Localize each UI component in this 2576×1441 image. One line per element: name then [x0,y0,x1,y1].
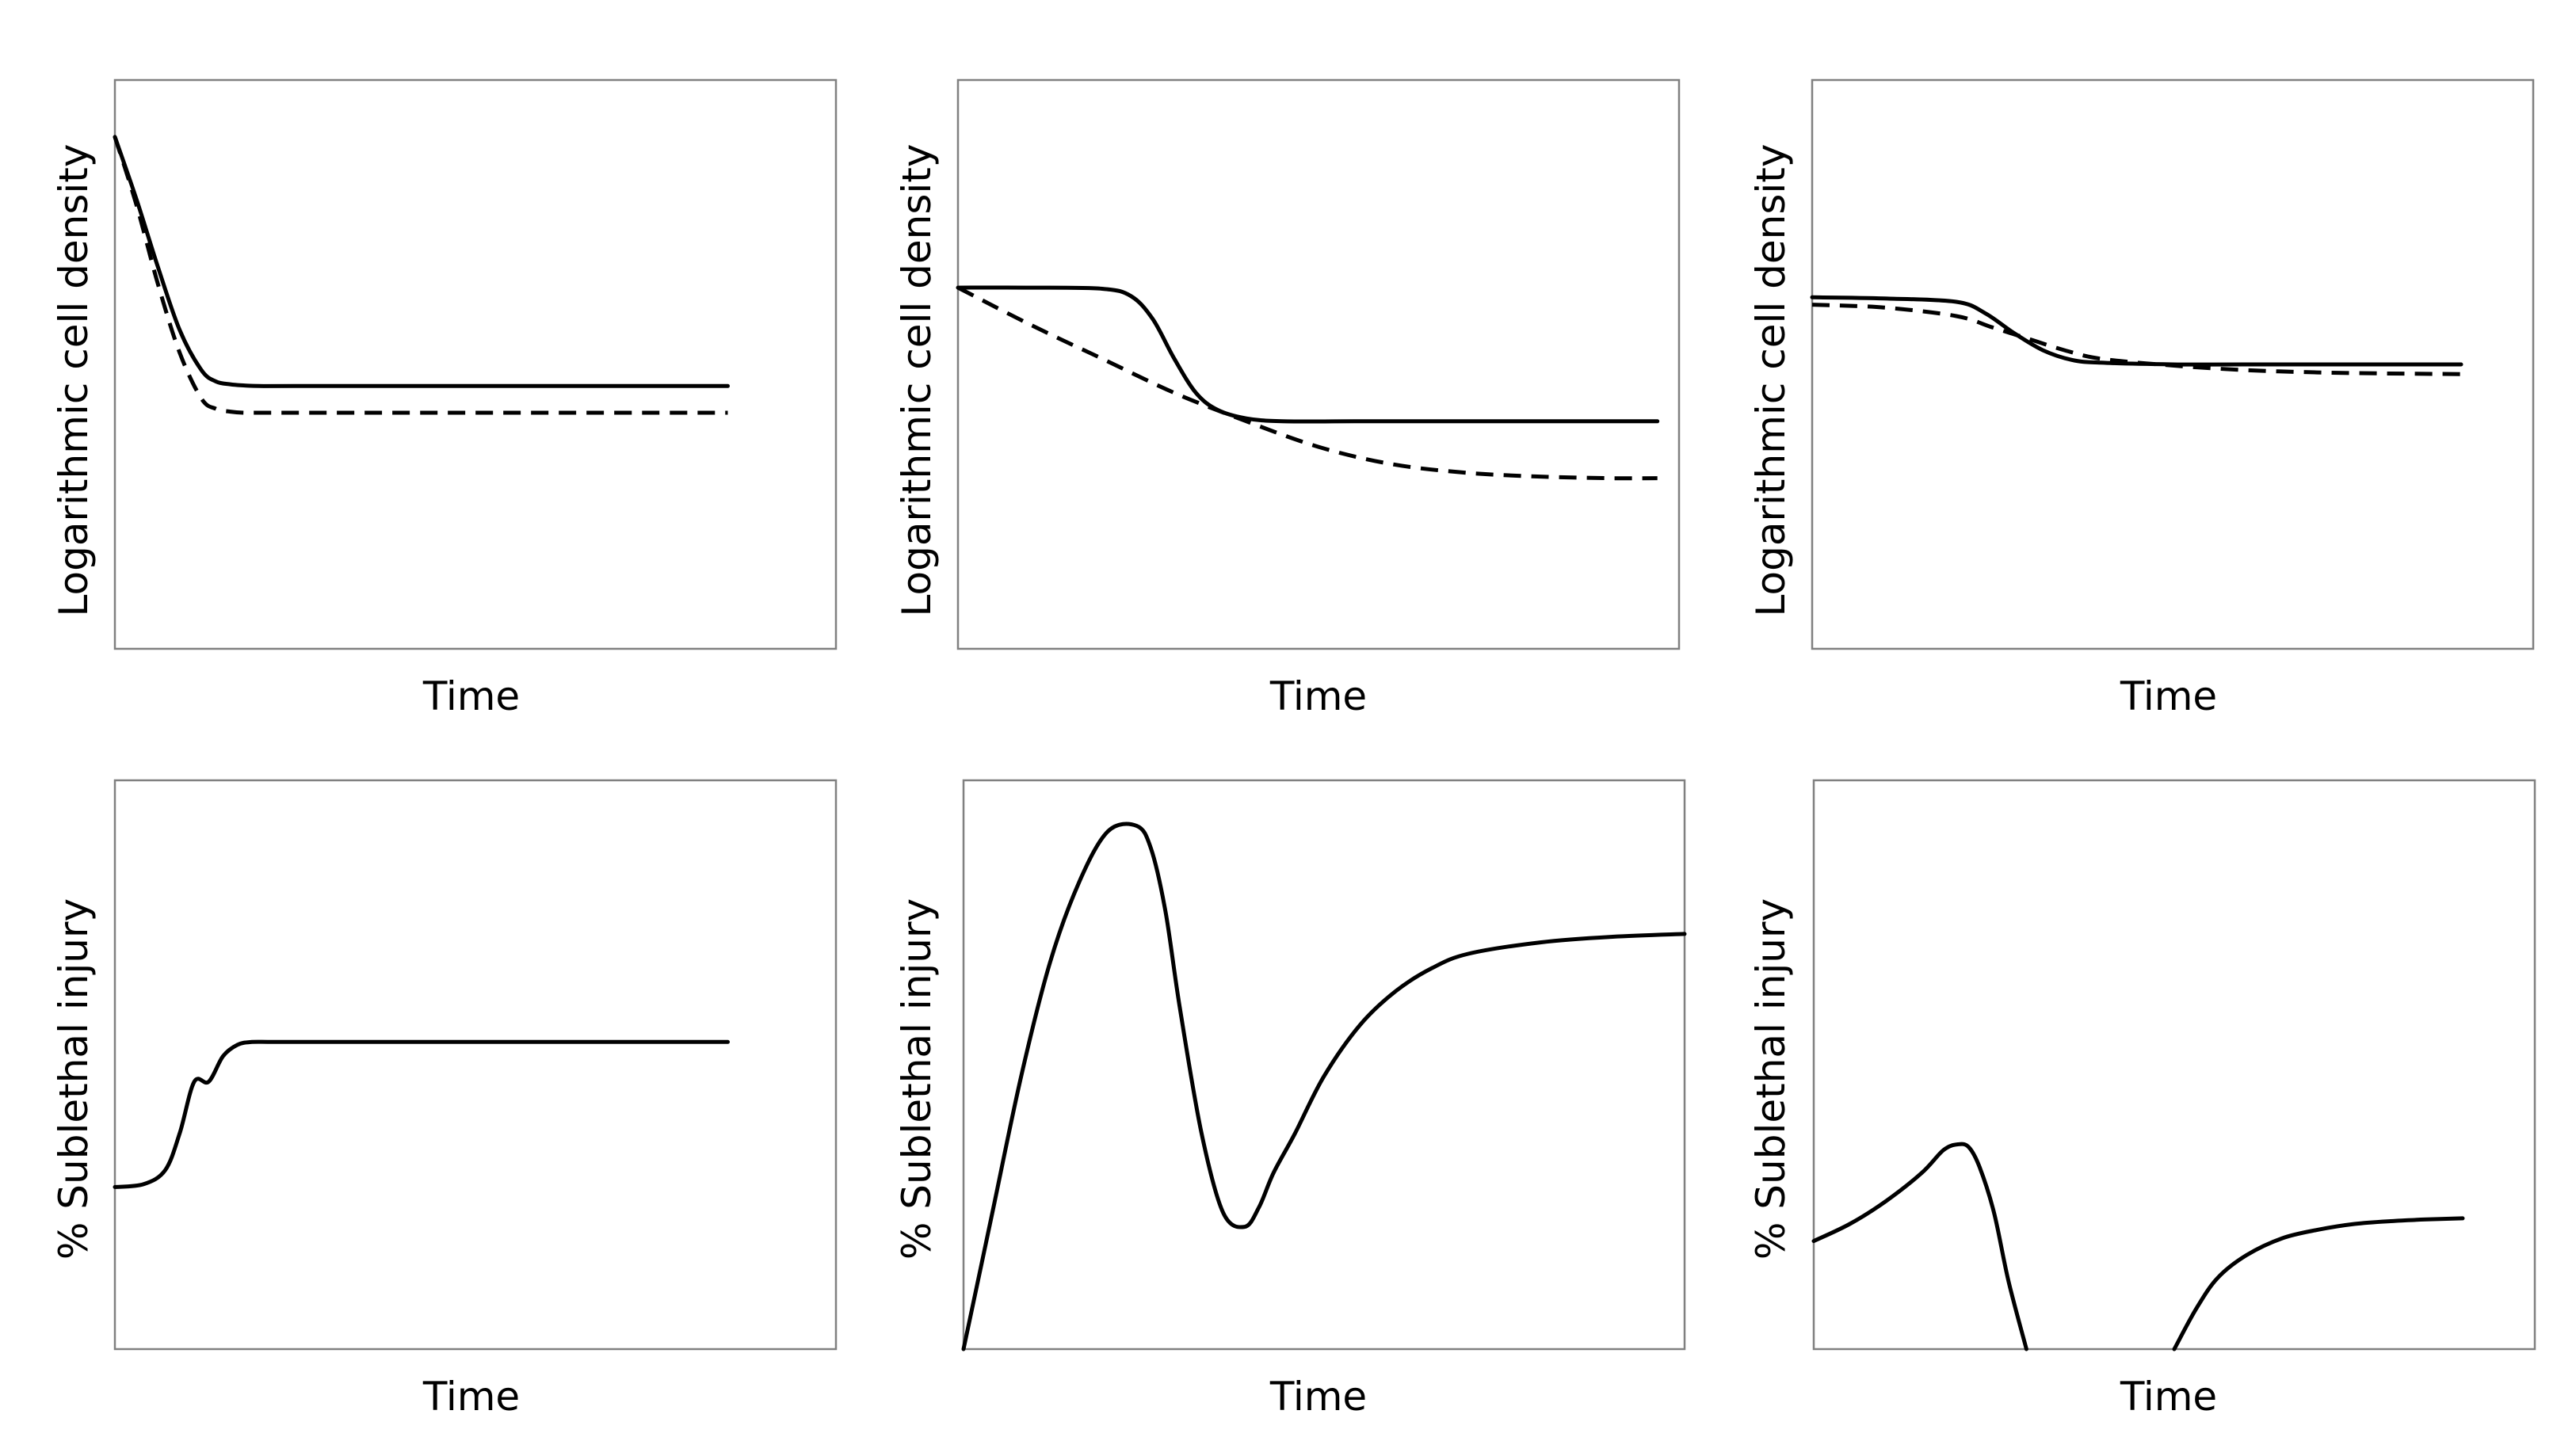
plot-frame [962,779,1686,1351]
plot-frame [1811,78,2535,650]
x-axis-label: Time [1269,673,1367,719]
y-axis-label: Logarithmic cell density [894,144,940,617]
panel-top-left: Time Logarithmic cell density [51,78,838,719]
plot-frame [1812,779,2536,1351]
x-axis-label: Time [2120,673,2217,719]
series-line-solid [1810,295,2463,367]
x-axis-label: Time [1269,1374,1367,1420]
x-axis-label: Time [2120,1374,2217,1420]
panel-bottom-right: Time % Sublethal injury [1748,779,2536,1420]
panel-bottom-middle: Time % Sublethal injury [894,779,1687,1420]
plot-frame [113,779,838,1351]
y-axis-label: Logarithmic cell density [1748,144,1794,617]
plot-frame [113,78,838,650]
series-line-solid [113,135,730,388]
series-line-dashed [1811,303,2462,376]
series-line-dashed [956,285,1658,481]
plot-frame [956,78,1681,650]
series-line-solid [956,285,1660,424]
series-line-solid [113,1039,730,1189]
y-axis-label: % Sublethal injury [894,898,940,1260]
y-axis-label: % Sublethal injury [51,898,97,1260]
series-line-solid-segment-1 [1811,1142,2028,1351]
series-line-dashed [113,136,728,415]
x-axis-label: Time [422,1374,520,1420]
panel-top-middle: Time Logarithmic cell density [894,78,1681,719]
series-line-solid [961,822,1687,1351]
series-line-solid-segment-2 [2172,1216,2465,1351]
panel-top-right: Time Logarithmic cell density [1748,78,2535,719]
y-axis-label: % Sublethal injury [1748,898,1794,1260]
x-axis-label: Time [422,673,520,719]
panel-bottom-left: Time % Sublethal injury [51,779,838,1420]
y-axis-label: Logarithmic cell density [51,144,97,617]
